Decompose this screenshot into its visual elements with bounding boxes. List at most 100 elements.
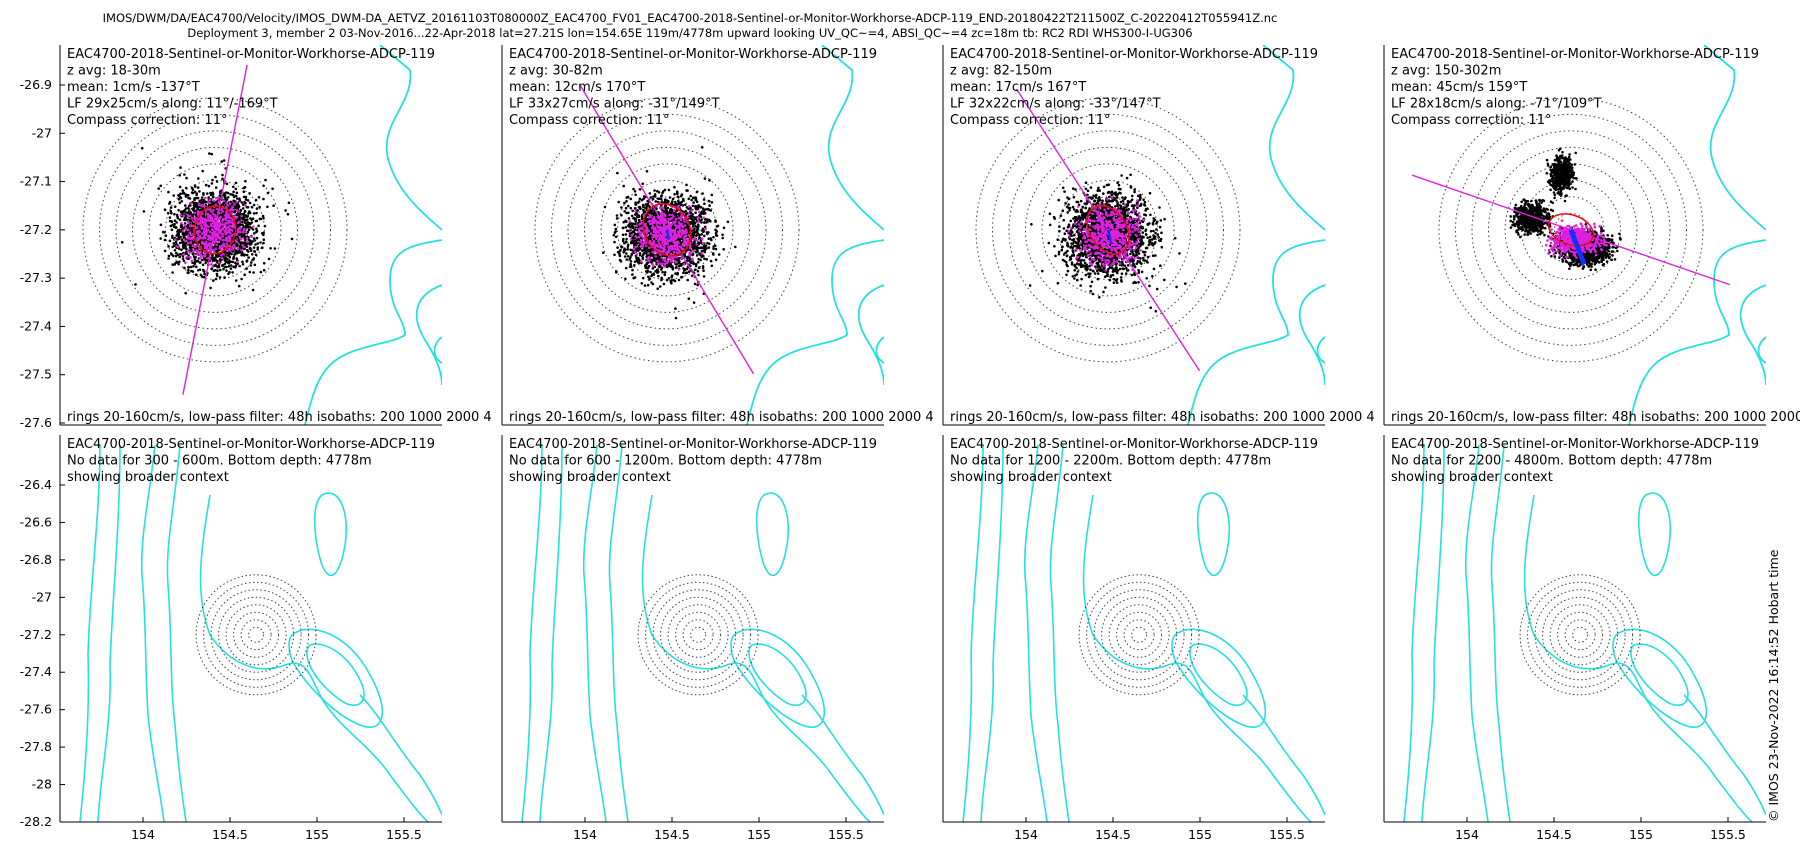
velocity-sample bbox=[200, 196, 204, 199]
lowpass-sample bbox=[648, 246, 651, 250]
lowpass-sample bbox=[214, 196, 218, 200]
velocity-sample bbox=[223, 265, 226, 269]
velocity-sample bbox=[239, 241, 243, 245]
lowpass-sample bbox=[199, 250, 202, 253]
lowpass-sample bbox=[674, 255, 678, 259]
velocity-sample bbox=[620, 206, 623, 209]
velocity-sample bbox=[169, 224, 173, 228]
velocity-sample bbox=[171, 263, 174, 266]
lowpass-sample bbox=[645, 227, 649, 230]
lowpass-sample bbox=[679, 215, 683, 218]
velocity-sample bbox=[183, 266, 186, 270]
velocity-sample bbox=[688, 216, 692, 220]
velocity-sample bbox=[192, 240, 195, 244]
lowpass-sample bbox=[189, 256, 192, 259]
velocity-sample bbox=[656, 287, 659, 291]
lowpass-sample bbox=[244, 231, 248, 234]
velocity-sample bbox=[670, 210, 674, 214]
velocity-sample bbox=[201, 169, 204, 173]
velocity-sample bbox=[651, 273, 654, 276]
velocity-sample bbox=[248, 241, 251, 245]
velocity-sample bbox=[637, 244, 641, 248]
lowpass-sample bbox=[215, 207, 219, 211]
velocity-sample bbox=[177, 198, 181, 201]
lowpass-sample bbox=[639, 244, 643, 248]
lowpass-sample bbox=[670, 260, 673, 263]
velocity-sample bbox=[183, 236, 186, 239]
velocity-sample bbox=[637, 214, 641, 217]
lowpass-sample bbox=[670, 217, 673, 220]
velocity-sample bbox=[637, 206, 641, 209]
lowpass-sample bbox=[220, 208, 223, 212]
velocity-sample bbox=[649, 196, 653, 199]
velocity-sample bbox=[181, 257, 185, 260]
velocity-sample bbox=[240, 220, 244, 224]
lowpass-sample bbox=[226, 213, 230, 216]
velocity-sample bbox=[700, 249, 704, 253]
lowpass-sample bbox=[184, 239, 187, 243]
lowpass-sample bbox=[230, 228, 234, 232]
lowpass-sample bbox=[208, 219, 211, 222]
velocity-sample bbox=[204, 183, 208, 187]
lowpass-sample bbox=[240, 237, 243, 241]
velocity-sample bbox=[652, 211, 656, 215]
lowpass-sample bbox=[218, 247, 222, 250]
velocity-sample bbox=[266, 205, 269, 209]
velocity-sample bbox=[257, 196, 261, 199]
lowpass-sample bbox=[641, 243, 645, 246]
lowpass-sample bbox=[201, 237, 205, 240]
lowpass-sample bbox=[678, 226, 681, 230]
velocity-sample bbox=[650, 253, 654, 257]
velocity-sample bbox=[717, 253, 721, 256]
velocity-sample bbox=[234, 194, 238, 198]
lowpass-sample bbox=[228, 228, 231, 231]
velocity-sample bbox=[179, 235, 182, 239]
lowpass-sample bbox=[199, 224, 203, 227]
principal-axis-line bbox=[182, 64, 248, 395]
velocity-sample bbox=[700, 255, 703, 259]
lowpass-sample bbox=[236, 227, 240, 231]
velocity-sample bbox=[677, 264, 681, 268]
velocity-sample bbox=[685, 183, 688, 187]
lowpass-sample bbox=[188, 231, 192, 234]
velocity-sample bbox=[626, 254, 630, 258]
velocity-sample bbox=[680, 193, 684, 196]
velocity-sample bbox=[657, 274, 660, 278]
lowpass-sample bbox=[657, 237, 661, 241]
velocity-sample bbox=[209, 286, 212, 290]
lowpass-sample bbox=[211, 225, 215, 228]
velocity-sample bbox=[685, 271, 689, 275]
lowpass-sample bbox=[232, 225, 236, 229]
velocity-sample bbox=[261, 233, 265, 236]
velocity-sample bbox=[641, 276, 645, 280]
velocity-sample bbox=[248, 210, 251, 213]
velocity-sample bbox=[645, 249, 649, 253]
velocity-sample bbox=[210, 182, 214, 185]
velocity-sample bbox=[174, 261, 177, 265]
lowpass-sample bbox=[232, 243, 236, 247]
lowpass-sample bbox=[675, 251, 679, 254]
lowpass-sample bbox=[662, 230, 666, 233]
lowpass-sample bbox=[224, 211, 228, 214]
velocity-sample bbox=[258, 205, 261, 209]
panel-content bbox=[82, 45, 442, 425]
velocity-sample bbox=[178, 174, 181, 177]
velocity-sample bbox=[187, 254, 190, 257]
velocity-sample bbox=[181, 245, 185, 248]
lowpass-sample bbox=[648, 239, 652, 243]
lowpass-sample bbox=[196, 236, 200, 240]
lowpass-sample bbox=[667, 259, 670, 263]
velocity-sample bbox=[197, 177, 200, 180]
velocity-sample bbox=[693, 216, 696, 219]
velocity-sample bbox=[163, 208, 167, 211]
velocity-sample bbox=[686, 189, 689, 192]
velocity-sample bbox=[615, 270, 618, 273]
velocity-sample bbox=[252, 257, 256, 260]
velocity-sample bbox=[660, 276, 663, 280]
velocity-sample bbox=[680, 276, 683, 279]
velocity-sample bbox=[235, 197, 239, 200]
velocity-sample bbox=[663, 271, 667, 274]
isobath-line bbox=[875, 336, 884, 364]
velocity-sample bbox=[239, 251, 243, 254]
velocity-sample bbox=[684, 212, 688, 216]
